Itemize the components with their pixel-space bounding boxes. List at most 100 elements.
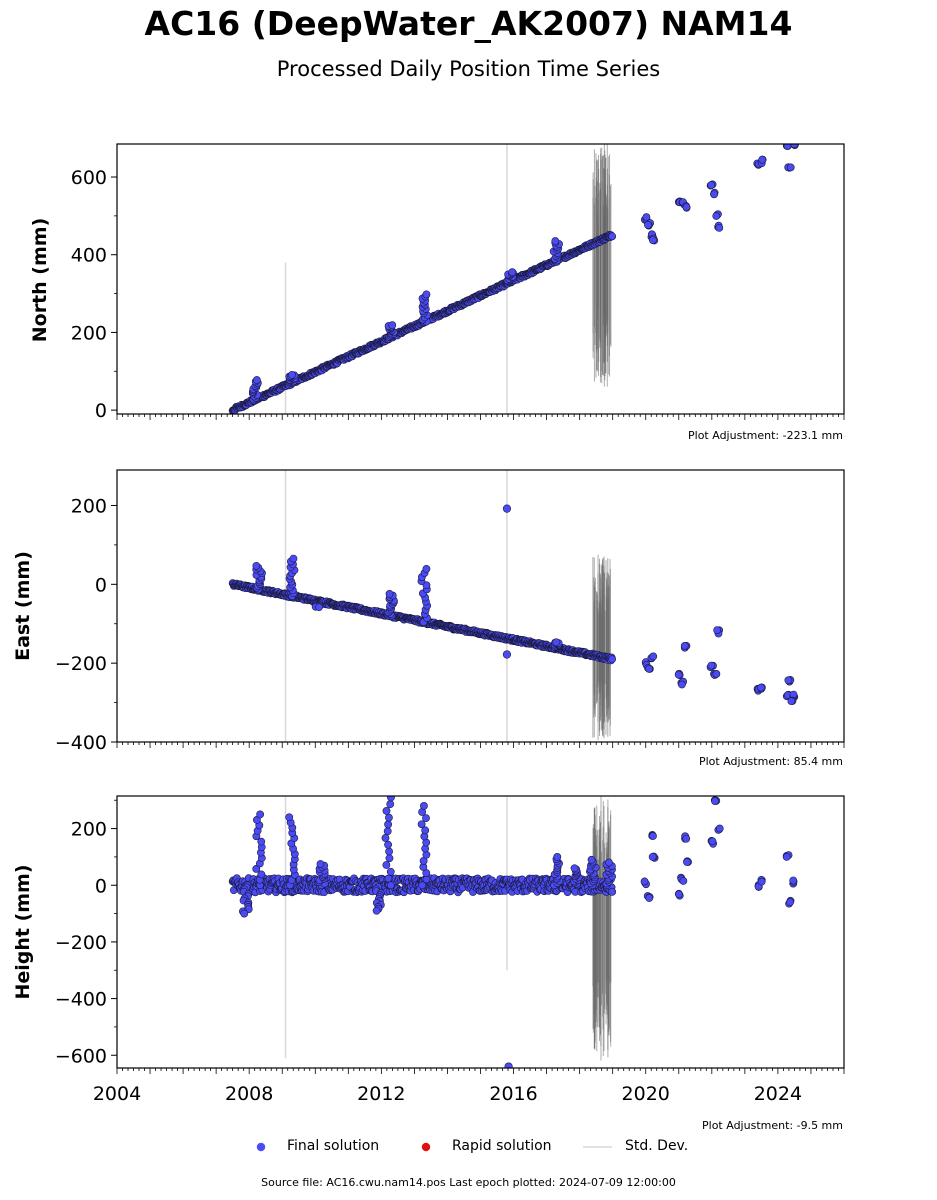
x-tick-label: 2012 [357, 1083, 405, 1105]
final-solution-point [680, 641, 689, 650]
final-solution-point [678, 680, 686, 689]
final-solution-point [381, 834, 390, 842]
final-solution-point [417, 820, 426, 829]
final-solution-point [708, 837, 717, 846]
plot-area-1 [228, 470, 799, 742]
final-solution-point [372, 906, 381, 915]
final-solution-point [645, 894, 654, 902]
final-solution-point [422, 581, 431, 590]
final-solution-point [256, 810, 265, 819]
final-solution-point [757, 877, 766, 886]
final-solution-point [553, 853, 562, 861]
outlier-point [502, 650, 512, 659]
final-solution-point [252, 376, 261, 384]
final-solution-point [387, 796, 395, 802]
page-subtitle: Processed Daily Position Time Series [276, 57, 661, 81]
final-solution-point [422, 564, 431, 573]
height-y-axis-label: Height (mm) [12, 864, 34, 1000]
north-y-axis-label: North (mm) [29, 217, 51, 343]
final-solution-point [608, 655, 617, 664]
final-solution-point [382, 861, 391, 869]
final-solution-point [388, 321, 397, 330]
east-y-axis-label: East (mm) [12, 551, 34, 661]
legend-std-label: Std. Dev. [625, 1138, 689, 1154]
source-footer: Source file: AC16.cwu.nam14.pos Last epo… [261, 1176, 676, 1189]
final-solution-point [787, 697, 796, 706]
legend-final-label: Final solution [287, 1138, 380, 1154]
final-solution-point [682, 203, 691, 212]
final-solution-point [385, 854, 394, 863]
page-title: AC16 (DeepWater_AK2007) NAM14 [144, 4, 793, 43]
final-solution-point [674, 890, 683, 899]
final-solution-point [384, 840, 392, 849]
legend-rapid-label: Rapid solution [452, 1138, 552, 1154]
y-tick-label: −200 [55, 932, 107, 954]
y-tick-label: 0 [95, 574, 107, 596]
final-solution-point [640, 877, 649, 886]
east-plot-adjustment: Plot Adjustment: 85.4 mm [698, 755, 843, 768]
final-solution-point [386, 867, 395, 876]
final-solution-point [683, 858, 691, 866]
y-tick-label: −400 [55, 732, 107, 754]
final-solution-point [384, 874, 393, 883]
final-solution-point [608, 887, 617, 896]
final-solution-point [707, 181, 716, 190]
final-solution-point [715, 223, 724, 232]
final-solution-point [422, 814, 430, 823]
final-solution-point [712, 212, 721, 220]
y-tick-label: 200 [71, 322, 107, 344]
final-solution-point [422, 290, 431, 299]
final-solution-point [382, 807, 391, 815]
final-solution-point [715, 824, 724, 833]
final-solution-point [587, 855, 596, 864]
y-tick-label: −400 [55, 989, 107, 1011]
final-solution-point [385, 847, 393, 856]
legend-rapid-marker [421, 1142, 431, 1152]
outlier-point [502, 504, 512, 513]
plot-frame [116, 143, 845, 415]
final-solution-point [758, 155, 767, 164]
final-solution-point [712, 670, 721, 678]
final-solution-point [710, 190, 719, 199]
final-solution-point [386, 881, 395, 890]
legend-final-marker [256, 1142, 266, 1152]
final-solution-point [679, 877, 688, 885]
final-solution-point [713, 626, 722, 635]
final-solution-point [385, 813, 393, 822]
plot-area-0 [228, 144, 799, 414]
y-tick-label: 0 [95, 875, 107, 897]
final-solution-point [784, 676, 793, 685]
x-tick-label: 2024 [754, 1083, 802, 1105]
final-solution-point [707, 661, 716, 670]
x-tick-label: 2008 [225, 1083, 273, 1105]
height-plot-adjustment: Plot Adjustment: -9.5 mm [702, 1119, 843, 1132]
x-tick-label: 2020 [622, 1083, 670, 1105]
y-tick-label: 200 [71, 819, 107, 841]
final-solution-point [385, 589, 394, 598]
final-solution-point [551, 237, 560, 245]
final-solution-point [316, 860, 325, 868]
final-solution-point [786, 898, 795, 907]
final-solution-point [711, 797, 719, 805]
final-solution-point [642, 213, 651, 222]
final-solution-point [649, 652, 658, 661]
final-solution-point [252, 561, 261, 570]
x-tick-label: 2004 [93, 1083, 141, 1105]
plot-frame [116, 469, 845, 743]
y-tick-label: 400 [71, 245, 107, 267]
final-solution-point [289, 554, 298, 563]
final-solution-point [386, 800, 395, 809]
outlier-point [504, 1062, 513, 1068]
final-solution-point [285, 813, 294, 822]
final-solution-point [682, 834, 691, 843]
final-solution-point [649, 832, 657, 840]
final-solution-point [418, 881, 427, 890]
final-solution-point [420, 802, 428, 810]
plot-area-2 [228, 796, 798, 1068]
final-solution-point [421, 826, 430, 835]
final-solution-point [252, 865, 261, 873]
final-solution-point [570, 864, 579, 873]
final-solution-point [648, 236, 657, 244]
final-solution-point [383, 827, 392, 836]
final-solution-point [257, 870, 266, 879]
